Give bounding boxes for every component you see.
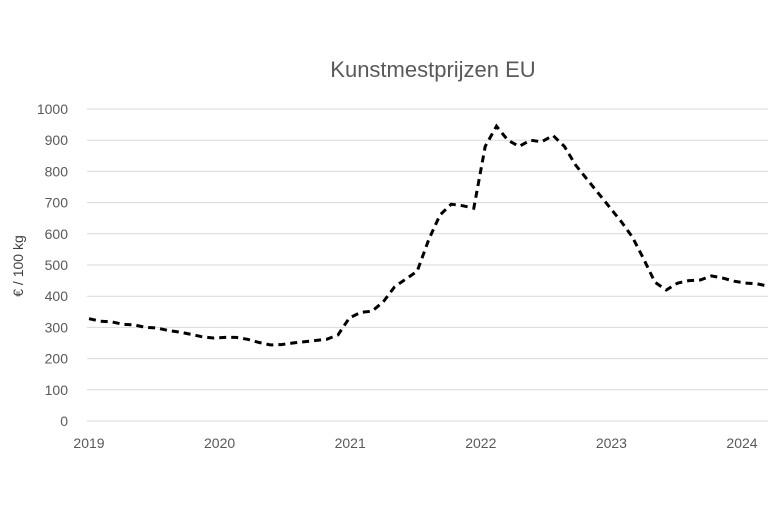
y-tick-label: 100: [45, 382, 69, 398]
gridlines: [87, 108, 768, 422]
x-axis-ticks: 2019 2020 2021 2022 2023 2024: [73, 435, 757, 451]
x-tick-label: 2023: [596, 435, 627, 451]
y-tick-label: 500: [45, 257, 69, 273]
series-line: [88, 123, 768, 347]
chart-title: Kunstmestprijzen EU: [330, 57, 535, 82]
x-tick-label: 2021: [335, 435, 366, 451]
y-tick-label: 600: [45, 226, 69, 242]
y-tick-label: 0: [60, 413, 68, 429]
y-tick-label: 700: [45, 195, 69, 211]
y-tick-label: 200: [45, 351, 69, 367]
x-tick-label: 2024: [726, 435, 757, 451]
y-tick-label: 400: [45, 288, 69, 304]
y-axis-label: € / 100 kg: [10, 235, 26, 297]
y-tick-label: 1000: [37, 101, 68, 117]
y-axis-ticks: 0 100 200 300 400 500 600 700 800 900 1000: [37, 101, 68, 429]
x-tick-label: 2020: [204, 435, 235, 451]
y-tick-label: 800: [45, 163, 69, 179]
y-tick-label: 900: [45, 132, 69, 148]
x-tick-label: 2022: [465, 435, 496, 451]
y-tick-label: 300: [45, 319, 69, 335]
x-tick-label: 2019: [73, 435, 104, 451]
